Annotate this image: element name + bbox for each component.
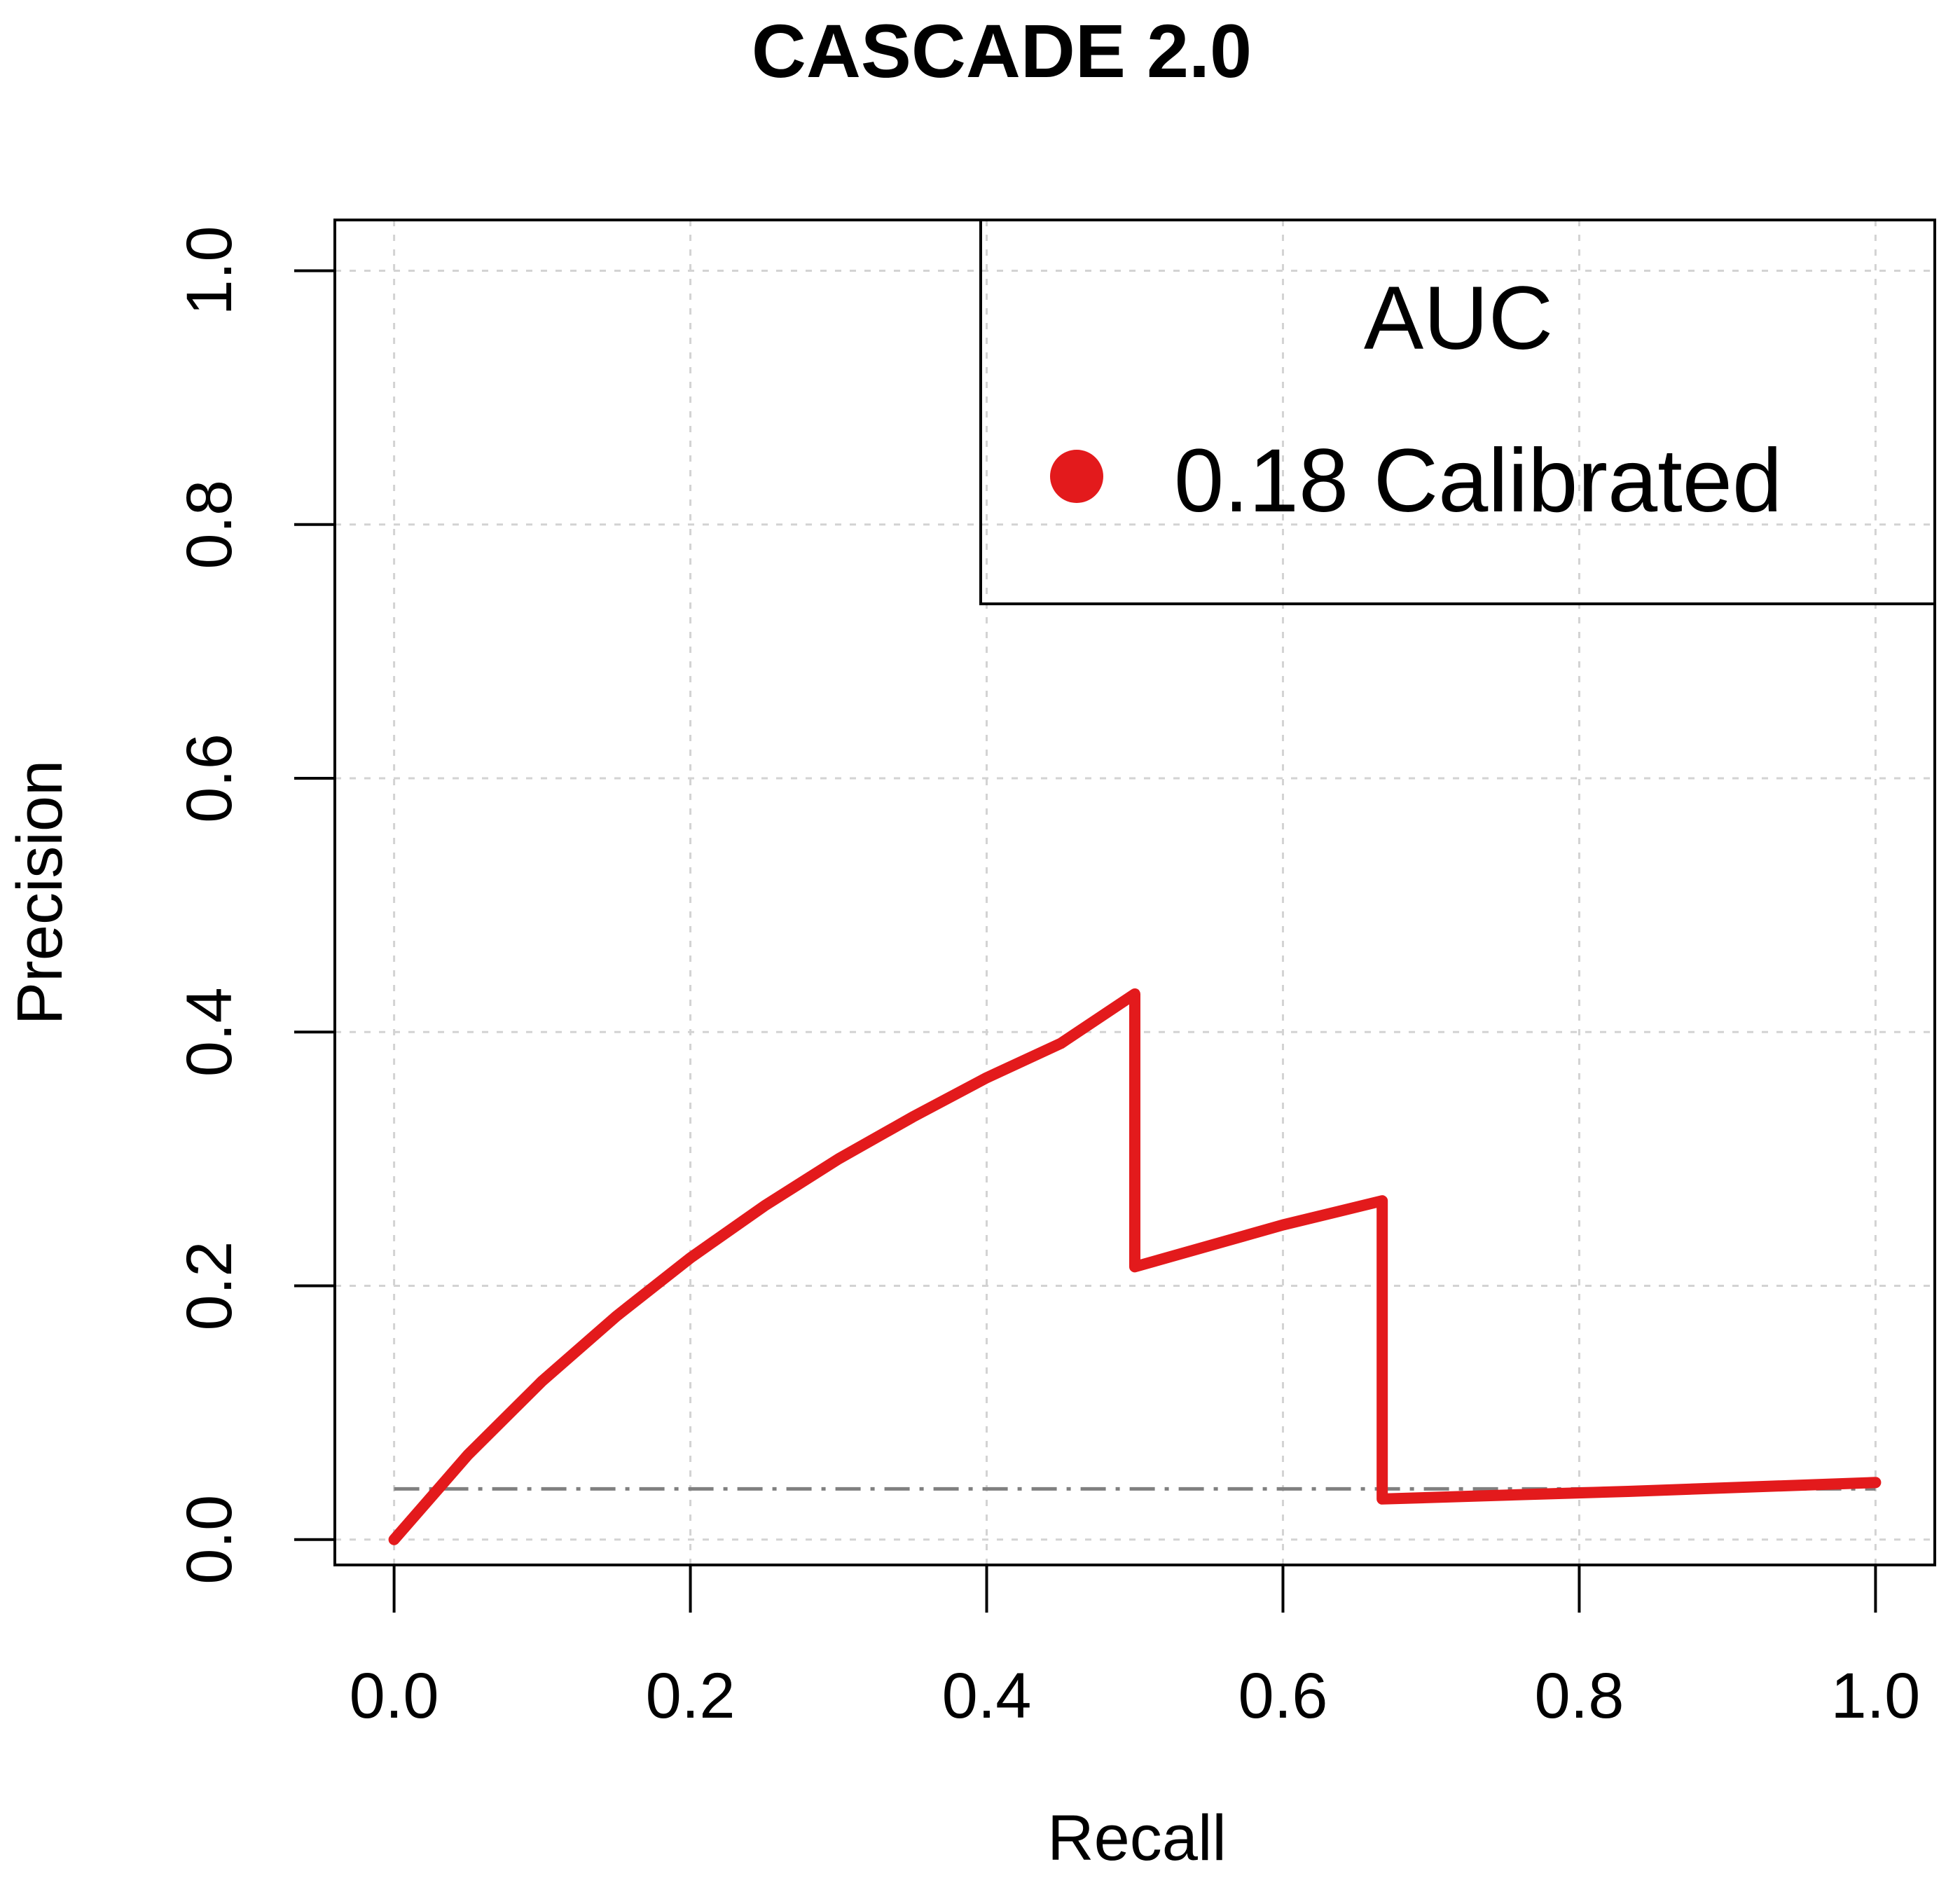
series-point <box>1058 1040 1064 1047</box>
x-tick-label: 0.8 <box>1534 1660 1624 1732</box>
y-tick-label: 0.4 <box>174 987 245 1077</box>
series-point <box>984 1075 990 1081</box>
legend-title: AUC <box>1364 268 1553 368</box>
series-point <box>1379 1198 1386 1204</box>
series-point <box>1379 1496 1386 1502</box>
legend-box <box>979 219 1936 605</box>
x-tick-label: 0.2 <box>646 1660 736 1732</box>
axes: 0.0 0.2 0.4 0.6 0.8 1.0 0.0 0.2 0.4 0.6 0.8 1.0 <box>174 226 1920 1732</box>
series-point <box>836 1156 842 1162</box>
series-point <box>1625 1488 1631 1494</box>
y-tick-label: 0.8 <box>174 480 245 570</box>
series-point <box>909 1114 916 1120</box>
x-tick-label: 1.0 <box>1830 1660 1920 1732</box>
series-layer <box>388 988 1882 1545</box>
grid-lines <box>335 220 1935 1565</box>
series-point <box>465 1451 471 1458</box>
series-point <box>761 1203 768 1209</box>
chart-title: CASCADE 2.0 <box>752 8 1252 93</box>
x-axis-label: Recall <box>1047 1802 1227 1874</box>
series-point <box>391 1536 397 1543</box>
x-tick-label: 0.6 <box>1238 1660 1328 1732</box>
y-tick-label: 0.2 <box>174 1241 245 1331</box>
series-point <box>1280 1222 1286 1228</box>
series-point <box>687 1255 693 1261</box>
series-point <box>613 1313 619 1319</box>
y-axis-label: Precision <box>4 760 76 1025</box>
x-tick-label: 0.0 <box>350 1660 439 1732</box>
y-tick-label: 1.0 <box>174 226 245 315</box>
legend-entry-label: 0.18 Calibrated <box>1174 431 1782 531</box>
x-tick-label: 0.4 <box>942 1660 1032 1732</box>
y-tick-label: 0.6 <box>174 733 245 823</box>
plot-frame <box>333 219 1936 1566</box>
series-point <box>539 1378 546 1384</box>
y-tick-label: 0.0 <box>174 1495 245 1585</box>
legend-marker <box>1050 450 1103 503</box>
series-point <box>1872 1480 1879 1486</box>
series-point <box>1132 991 1138 997</box>
legend: AUC 0.18 Calibrated <box>979 219 1936 605</box>
series-point <box>1132 1264 1138 1270</box>
